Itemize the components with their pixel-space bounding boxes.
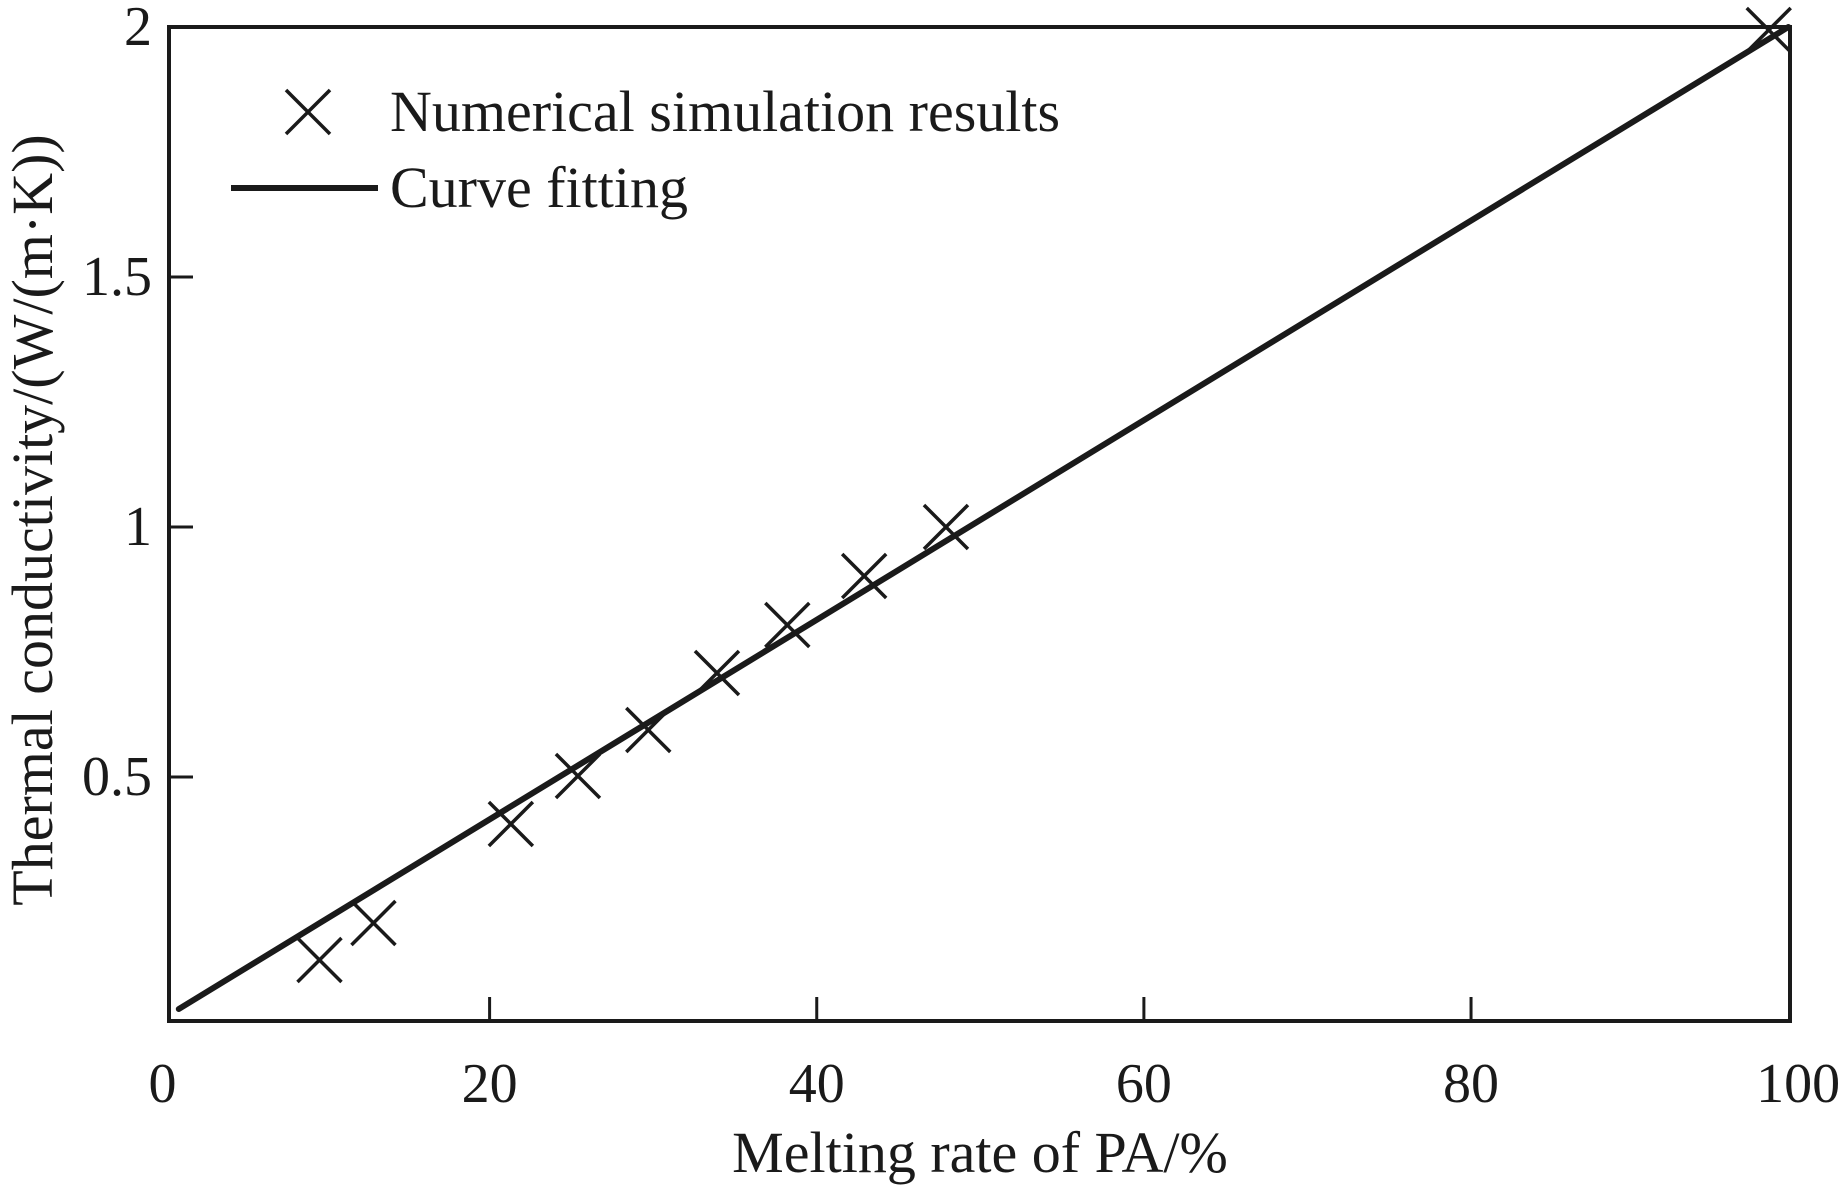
y-axis-title: Thermal conductivity/(W/(m·K)) — [0, 134, 65, 905]
data-point-marker — [487, 800, 535, 848]
cross-stroke — [840, 552, 888, 600]
y-axis-ticks: 0.5 1 1.5 2 — [82, 0, 193, 808]
x-tick-label: 0 — [148, 1053, 176, 1115]
x-tick-label: 60 — [1116, 1053, 1172, 1115]
legend-label-curve-fitting: Curve fitting — [390, 155, 688, 220]
x-axis-title: Melting rate of PA/% — [732, 1120, 1228, 1185]
legend: Numerical simulation results Curve fitti… — [231, 79, 1060, 220]
cross-stroke — [554, 752, 602, 800]
cross-stroke — [625, 706, 672, 754]
data-point-marker — [350, 899, 397, 947]
x-tick-label: 40 — [789, 1053, 845, 1115]
plot-frame — [167, 25, 1792, 1023]
data-point-marker — [1745, 6, 1792, 54]
data-point-marker — [693, 649, 741, 697]
data-point-marker — [922, 503, 970, 551]
cross-stroke — [350, 899, 397, 947]
markers-layer — [296, 6, 1792, 984]
cross-stroke — [284, 88, 332, 136]
data-point-marker — [625, 706, 672, 754]
x-tick-label: 20 — [462, 1053, 518, 1115]
legend-cross — [284, 88, 332, 136]
cross-stroke — [922, 503, 970, 551]
legend-cross-marker-icon — [284, 88, 332, 136]
cross-stroke — [693, 649, 741, 697]
legend-item-numerical-simulation: Numerical simulation results — [284, 79, 1060, 144]
y-tick-label: 2 — [124, 0, 152, 58]
y-tick-label: 0.5 — [82, 746, 152, 808]
x-tick-label: 100 — [1756, 1053, 1840, 1115]
legend-item-curve-fitting: Curve fitting — [231, 155, 688, 220]
cross-stroke — [1745, 6, 1792, 54]
fit-line-layer — [175, 24, 1792, 1012]
y-tick-label: 1.5 — [82, 246, 152, 308]
fit-line — [175, 24, 1792, 1012]
cross-stroke — [764, 601, 811, 649]
cross-stroke — [296, 936, 343, 984]
data-point-marker — [296, 936, 343, 984]
x-tick-label: 80 — [1443, 1053, 1499, 1115]
data-point-marker — [840, 552, 888, 600]
plot-border — [167, 25, 1792, 1023]
cross-stroke — [487, 800, 535, 848]
data-point-marker — [554, 752, 602, 800]
data-point-marker — [764, 601, 811, 649]
x-axis-ticks: 0 20 40 60 80 100 — [148, 997, 1840, 1115]
legend-label-numerical-simulation: Numerical simulation results — [390, 79, 1060, 144]
y-tick-label: 1 — [124, 496, 152, 558]
